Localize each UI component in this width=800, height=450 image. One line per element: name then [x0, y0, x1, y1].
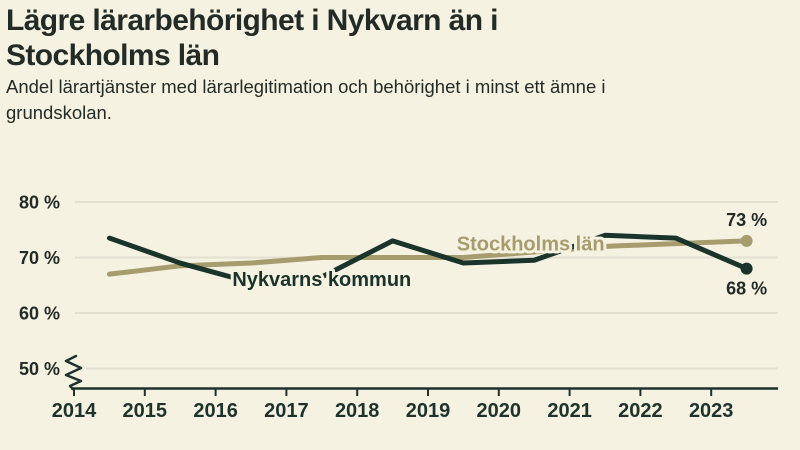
series-end-labels: 73 % 68 % [724, 207, 770, 301]
y-tick-label: 50 % [19, 359, 60, 379]
series-end-value-label: 73 % [726, 210, 767, 230]
title-line-1: Lägre lärarbehörighet i Nykvarn än i [6, 4, 499, 37]
y-axis-labels: 80 % 70 % 60 % 50 % [19, 193, 60, 380]
x-tick-label: 2014 [52, 400, 97, 422]
x-tick-label: 2015 [123, 400, 168, 422]
page-title: Lägre lärarbehörighet i Nykvarn än i Sto… [6, 4, 786, 74]
y-tick-label: 80 % [19, 193, 60, 213]
y-tick-label: 60 % [19, 304, 60, 324]
x-tick-label: 2022 [618, 400, 663, 422]
series-labels: Stockholms län Nykvarns kommun [229, 230, 607, 294]
subtitle-line-1: Andel lärartjänster med lärarlegitimatio… [6, 75, 606, 97]
subtitle-line-2: grundskolan. [6, 102, 112, 124]
title-line-2: Stockholms län [6, 38, 220, 72]
series-name-label: Stockholms län [457, 233, 605, 255]
x-tick-label: 2018 [335, 400, 380, 422]
series-end-dots [740, 234, 753, 275]
x-tick-label: 2021 [547, 400, 592, 422]
y-tick-label: 70 % [19, 248, 60, 268]
x-tick-label: 2017 [264, 400, 309, 422]
axis-break-icon [64, 354, 83, 391]
gridlines [75, 201, 778, 370]
x-tick-label: 2019 [406, 400, 451, 422]
series-end-value-label: 68 % [726, 279, 767, 299]
x-axis: 2014 2015 2016 2017 2018 2019 2020 2021 2022 2023 [52, 387, 778, 422]
series-line [106, 232, 750, 285]
series-end-dot [740, 262, 753, 275]
series-line [106, 238, 750, 277]
chart-subtitle: Andel lärartjänster med lärarlegitimatio… [6, 74, 786, 128]
chart-header: Lägre lärarbehörighet i Nykvarn än i Sto… [6, 4, 786, 127]
series-end-dot [740, 234, 753, 247]
x-tick-label: 2016 [193, 400, 238, 422]
x-tick-label: 2020 [477, 400, 522, 422]
series-lines [106, 232, 750, 285]
series-name-label: Nykvarns kommun [232, 269, 411, 291]
axis-break-squiggle [64, 354, 83, 391]
x-tick-label: 2023 [689, 400, 734, 422]
